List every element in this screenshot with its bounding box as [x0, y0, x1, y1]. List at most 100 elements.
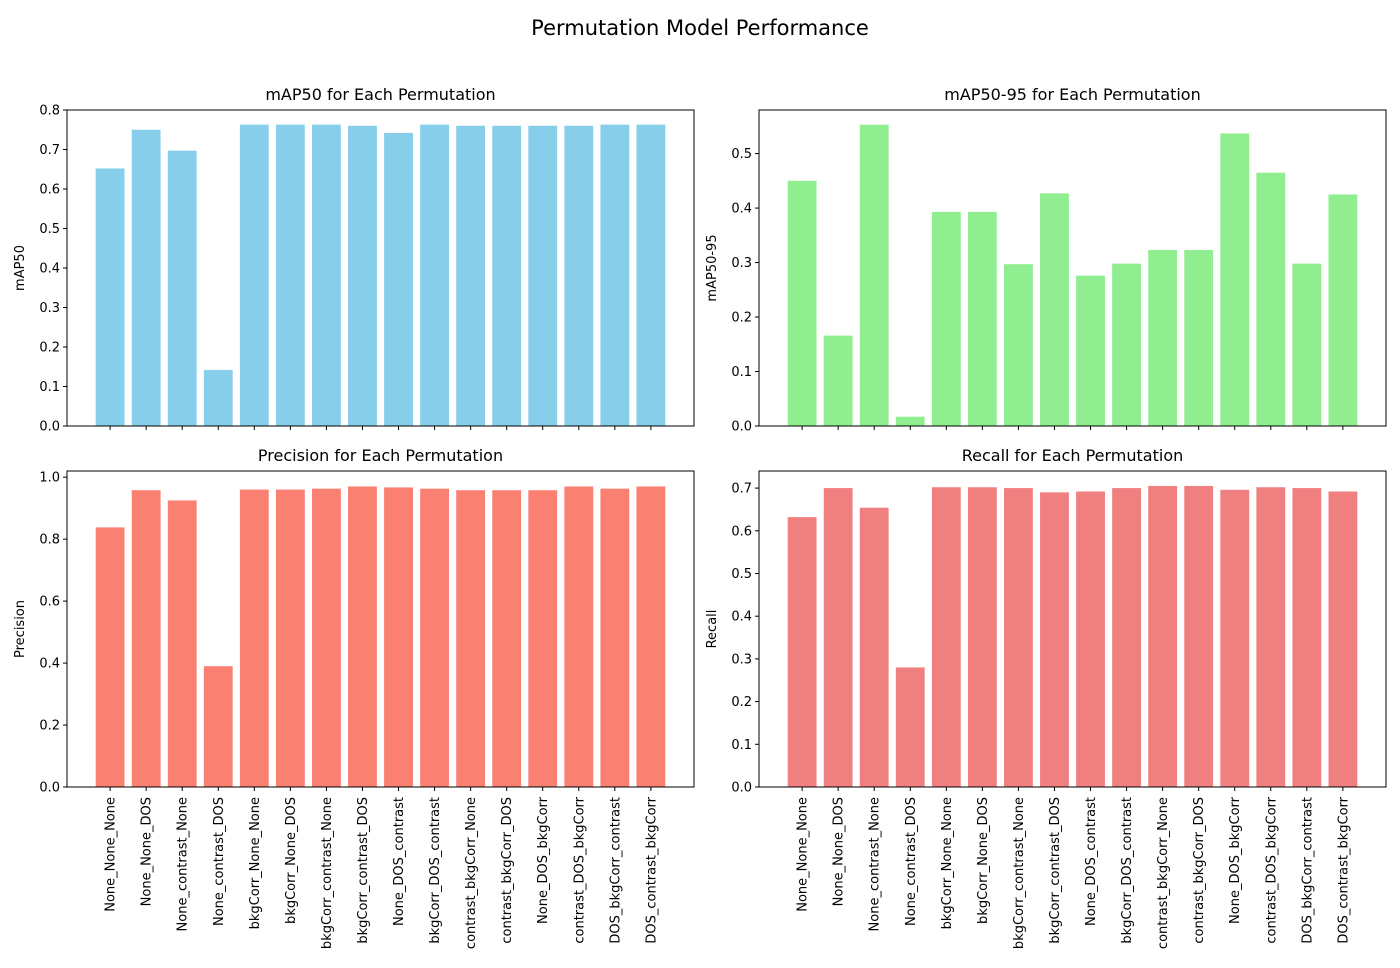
map50-axes-frame [66, 109, 695, 427]
map50-ytick-label: 0.5 [39, 222, 60, 237]
map50-bar [131, 129, 161, 426]
map50-95-bar [1076, 275, 1105, 426]
map50-95-bar [967, 211, 997, 426]
precision-xtick-label: None_None_None [104, 797, 119, 912]
recall-plot-area [759, 471, 1386, 787]
recall-bar [1004, 488, 1033, 787]
recall-bar [931, 487, 961, 787]
map50-95-plot-area [759, 110, 1386, 426]
precision-xtick-label: bkgCorr_DOS_contrast [428, 797, 443, 944]
precision-ylabel: Precision [13, 600, 28, 658]
recall-ytick-label: 0.3 [731, 652, 752, 667]
map50-95-bar [787, 180, 817, 426]
recall-bar [1292, 488, 1322, 787]
precision-xtick-label: DOS_contrast_bkgCorr [644, 796, 659, 943]
map50-bar [528, 125, 558, 427]
map50-bar [95, 168, 125, 426]
precision-bar [95, 527, 125, 787]
precision-xtick-label: bkgCorr_contrast_DOS [356, 797, 371, 944]
map50-95-bar [895, 416, 925, 426]
recall-bar [1220, 489, 1250, 787]
precision-bar [528, 490, 558, 787]
precision-title: Precision for Each Permutation [258, 446, 503, 465]
recall-xtick-label: None_DOS_contrast [1084, 797, 1099, 926]
map50-95-ytick-label: 0.5 [731, 147, 752, 162]
map50-95-ytick-label: 0.4 [731, 202, 752, 217]
precision-xtick-label: None_DOS_bkgCorr [536, 796, 551, 924]
precision-xtick-label: None_contrast_None [176, 797, 191, 931]
recall-xtick-label: None_contrast_None [868, 797, 883, 931]
recall-title: Recall for Each Permutation [962, 446, 1184, 465]
map50-ylabel: mAP50 [13, 245, 28, 291]
recall-bar [823, 488, 853, 787]
map50-ytick-label: 0.4 [39, 262, 60, 277]
recall-ylabel: Recall [705, 610, 720, 649]
map50-95-bar [1292, 263, 1322, 426]
precision-xtick-label: bkgCorr_None_None [248, 797, 263, 929]
map50-bar [239, 124, 269, 427]
precision-ytick-label: 0.8 [39, 533, 60, 548]
recall-bar [1328, 491, 1358, 787]
recall-bar [967, 487, 997, 787]
map50-95-bar [1004, 264, 1033, 426]
recall-ytick-label: 0.4 [731, 610, 752, 625]
precision-bar [456, 490, 486, 787]
precision-bar [131, 490, 161, 787]
precision-bar [384, 487, 413, 787]
map50-bar [167, 150, 197, 426]
recall-bar [859, 507, 889, 787]
map50-title: mAP50 for Each Permutation [265, 85, 495, 104]
recall-xtick-label: bkgCorr_DOS_contrast [1120, 797, 1135, 944]
recall-ytick-label: 0.7 [731, 482, 752, 497]
map50-bar [275, 124, 305, 427]
map50-ytick-label: 0.3 [39, 301, 60, 316]
precision-xtick-label: None_None_DOS [140, 797, 155, 906]
precision-xtick-label: DOS_bkgCorr_contrast [608, 797, 623, 944]
map50-ytick-label: 0.1 [39, 380, 60, 395]
recall-axes-frame [758, 470, 1387, 788]
recall-ytick-label: 0.5 [731, 567, 752, 582]
map50-ytick-label: 0.2 [39, 341, 60, 356]
precision-bar [312, 488, 341, 787]
precision-plot-area [67, 471, 694, 787]
map50-95-ytick-label: 0.3 [731, 256, 752, 271]
recall-xtick-label: bkgCorr_None_None [940, 797, 955, 929]
map50-ytick-label: 0.8 [39, 104, 60, 119]
recall-xtick-label: None_None_DOS [832, 797, 847, 906]
recall-bar [1076, 491, 1105, 787]
precision-ytick-label: 0.0 [39, 781, 60, 796]
precision-bar [348, 486, 377, 787]
map50-95-panel: 0.0 0.1 0.2 0.3 0.4 0.5 mAP50-95 for Each Perm… [705, 85, 1387, 435]
recall-panel: None_None_None None_None_DOS None_contrast… [705, 446, 1387, 949]
map50-panel: 0.0 0.1 0.2 0.3 0.4 0.5 0.6 0.7 0.8 mAP50 for Eac… [13, 85, 695, 435]
precision-bar [492, 490, 522, 787]
precision-ytick-label: 0.2 [39, 719, 60, 734]
map50-95-ytick-label: 0.0 [731, 420, 752, 435]
recall-ytick-label: 0.6 [731, 524, 752, 539]
recall-xtick-label: None_None_None [796, 797, 811, 912]
map50-95-bar [823, 335, 853, 426]
recall-xtick-label: bkgCorr_contrast_None [1012, 797, 1027, 949]
map50-bar [636, 124, 666, 427]
map50-95-ytick-label: 0.2 [731, 311, 752, 326]
map50-ytick-label: 0.0 [39, 420, 60, 435]
map50-95-bar [1148, 250, 1178, 426]
map50-bar [203, 369, 233, 426]
precision-ytick-label: 0.4 [39, 657, 60, 672]
recall-bar [1184, 485, 1214, 787]
precision-bar [239, 489, 269, 787]
recall-ytick-label: 0.2 [731, 695, 752, 710]
map50-bar [564, 125, 594, 427]
precision-panel: None_None_None None_None_DOS None_contrast… [13, 446, 695, 949]
figure-title: Permutation Model Performance [531, 16, 869, 40]
map50-95-axes-frame [758, 109, 1387, 427]
precision-bar [564, 486, 594, 787]
recall-ytick-label: 0.0 [731, 781, 752, 796]
recall-xtick-label: DOS_bkgCorr_contrast [1300, 797, 1315, 944]
map50-bar [420, 124, 449, 427]
recall-xtick-label: DOS_contrast_bkgCorr [1336, 796, 1351, 943]
precision-axes-frame [66, 470, 695, 788]
map50-bar [456, 125, 486, 427]
map50-95-bar [931, 211, 961, 426]
